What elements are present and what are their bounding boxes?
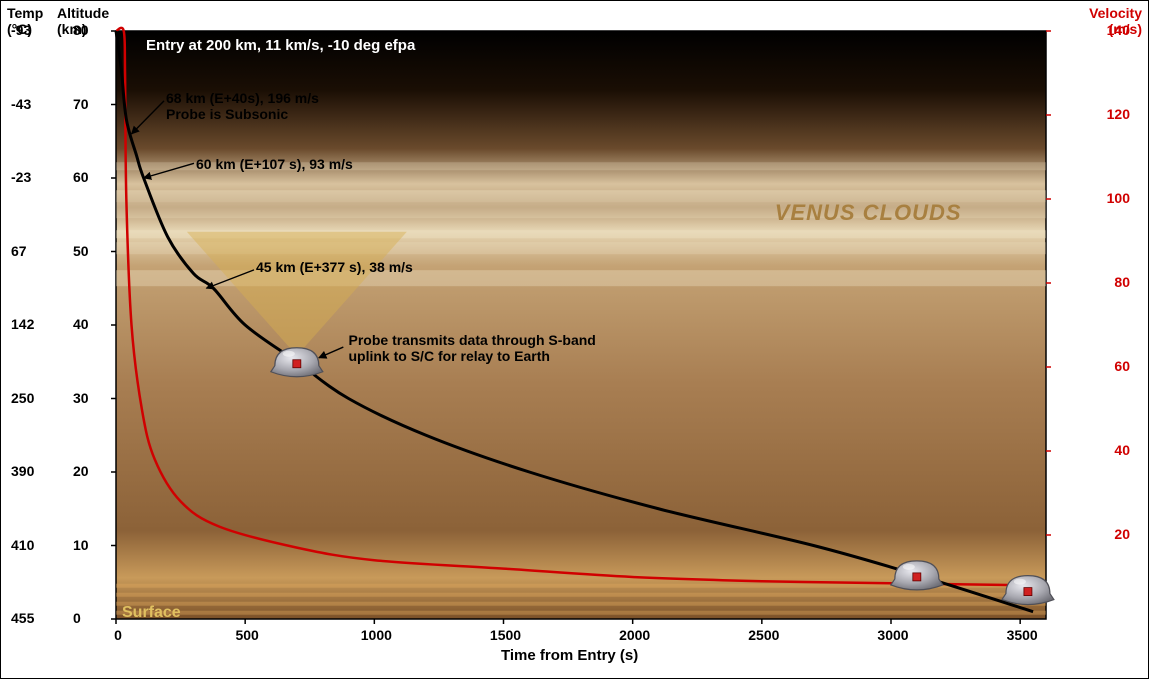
x-axis-label: Time from Entry (s) bbox=[501, 647, 638, 664]
annotation-venus-clouds: VENUS CLOUDS bbox=[775, 200, 962, 226]
annotation-45km: 45 km (E+377 s), 38 m/s bbox=[256, 259, 413, 275]
venus-entry-chart: Temp (°C) Altitude (km) Velocity (m/s) -… bbox=[0, 0, 1149, 679]
annotation-subsonic: 68 km (E+40s), 196 m/s Probe is Subsonic bbox=[166, 90, 319, 122]
annotation-entry: Entry at 200 km, 11 km/s, -10 deg efpa bbox=[146, 37, 415, 54]
annotation-transmit: Probe transmits data through S-band upli… bbox=[349, 332, 596, 364]
annotation-surface: Surface bbox=[122, 604, 181, 622]
annotation-60km: 60 km (E+107 s), 93 m/s bbox=[196, 156, 353, 172]
